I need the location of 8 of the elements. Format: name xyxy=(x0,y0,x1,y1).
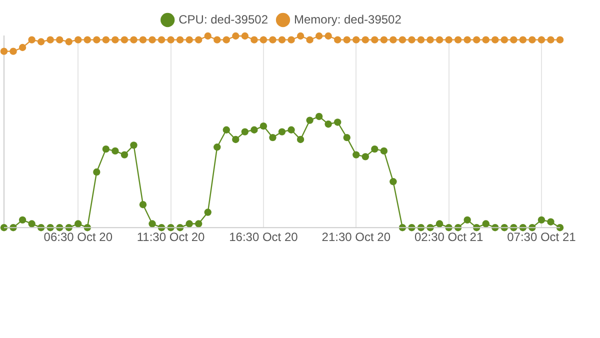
x-tick-label: 21:30 Oct 20 xyxy=(322,230,391,244)
legend-label: Memory: ded-39502 xyxy=(294,12,402,26)
legend-label: CPU: ded-39502 xyxy=(178,12,268,26)
x-tick-label: 02:30 Oct 21 xyxy=(414,230,484,244)
x-tick-label: 16:30 Oct 20 xyxy=(229,230,298,244)
x-tick-label: 06:30 Oct 20 xyxy=(44,230,113,244)
x-tick-label: 11:30 Oct 20 xyxy=(136,230,206,244)
x-tick-label: 07:30 Oct 21 xyxy=(507,230,576,244)
